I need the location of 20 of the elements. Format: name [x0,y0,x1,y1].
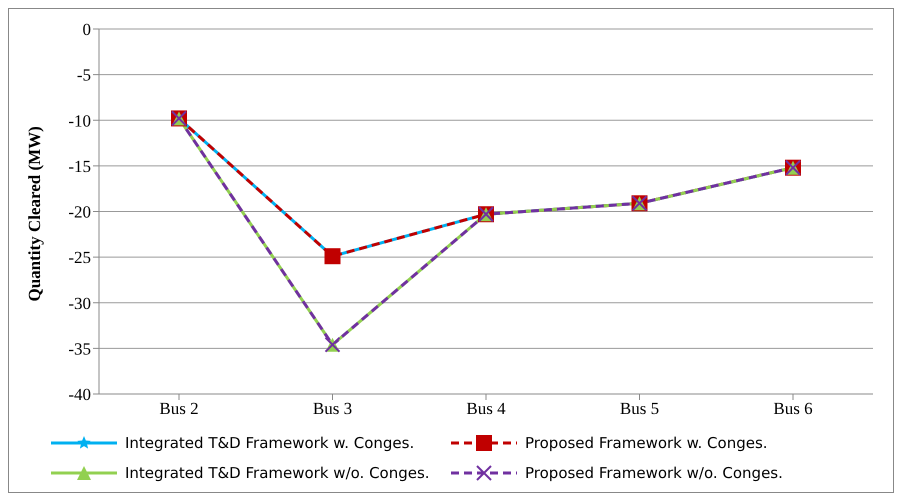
legend-label: Integrated T&D Framework w/o. Conges. [125,464,430,482]
legend-label: Proposed Framework w. Conges. [525,434,768,452]
x-tick-label: Bus 6 [773,399,813,418]
x-tick-label: Bus 2 [159,399,199,418]
y-tick-label: -40 [68,385,91,404]
point [324,248,340,264]
y-tick-label: 0 [82,20,91,40]
y-tick-label: -10 [68,111,91,130]
y-axis-title: Quantity Cleared (MW) [25,126,44,302]
y-tick-label: -20 [68,202,91,222]
legend-label: Integrated T&D Framework w. Conges. [125,434,414,452]
x-tick-label: Bus 3 [312,399,352,418]
y-tick-label: -35 [68,339,91,358]
legend-label: Proposed Framework w/o. Conges. [525,464,783,482]
x-tick-label: Bus 5 [620,399,660,418]
y-tick-label: -25 [68,248,91,268]
x-tick-label: Bus 4 [466,399,506,418]
y-tick-label: -15 [68,156,91,176]
y-tick-label: -5 [76,66,91,85]
y-tick-label: -30 [68,294,91,313]
